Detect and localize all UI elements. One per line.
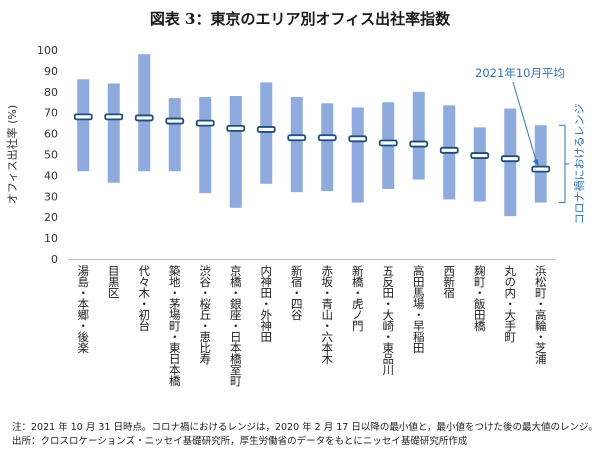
x-tick-label: 赤坂・青山・六本木: [320, 265, 334, 365]
average-marker: [439, 146, 459, 154]
range-bar: [138, 54, 151, 172]
x-tick-label: 京橋・銀座・日本橋室町: [229, 264, 243, 386]
range-bar: [260, 82, 273, 184]
range-bar: [77, 79, 90, 172]
x-tick-label: 高田馬場・早稲田: [412, 264, 426, 353]
y-tick-label: 90: [44, 65, 58, 78]
x-tick-label: 築地・茅場町・東日本橋: [168, 264, 182, 387]
y-tick-label: 50: [44, 149, 58, 162]
average-marker: [287, 134, 307, 142]
y-tick-label: 10: [44, 232, 58, 245]
average-marker: [195, 119, 215, 127]
x-tick-label: 新宿・四谷: [290, 264, 304, 321]
average-marker: [500, 155, 520, 163]
y-tick-label: 100: [37, 44, 58, 57]
average-annotation-arrowhead: [532, 159, 539, 167]
average-marker: [73, 113, 93, 121]
average-marker: [470, 152, 490, 159]
x-tick-label: 西新宿: [442, 265, 456, 298]
range-bar: [504, 108, 517, 217]
y-tick-label: 20: [44, 211, 58, 224]
range-bar: [321, 103, 334, 192]
average-marker: [134, 114, 154, 122]
average-marker: [256, 126, 276, 133]
x-tick-label: 五反田・大崎・東品川: [381, 265, 395, 375]
average-marker: [317, 134, 337, 142]
range-bar: [290, 97, 303, 193]
y-tick-label: 70: [44, 107, 58, 120]
average-marker: [165, 117, 185, 125]
x-tick-label: 湯島・本郷・後楽: [76, 265, 90, 354]
x-tick-label: 内神田・外神田: [259, 264, 273, 342]
average-annotation: 2021年10月平均: [475, 66, 565, 80]
y-tick-label: 80: [44, 86, 58, 99]
y-tick-label: 30: [44, 190, 58, 203]
range-bar: [168, 98, 181, 172]
x-tick-label: 丸の内・大手町: [503, 265, 517, 342]
average-annotation-arrow: [512, 81, 538, 164]
y-tick-label: 0: [51, 253, 58, 266]
average-marker: [531, 165, 551, 173]
chart-title: 図表 3：東京のエリア別オフィス出社率指数: [149, 10, 451, 28]
x-tick-label: 代々木・初台: [137, 265, 151, 331]
range-bar: [351, 107, 364, 203]
range-bar: [534, 125, 547, 203]
x-tick-label: 浜松町・高輪・芝浦: [534, 265, 548, 365]
average-marker: [348, 135, 368, 143]
x-tick-label: 新橋・虎ノ門: [351, 264, 365, 332]
x-tick-label: 渋谷・桜丘・恵比寿: [198, 265, 212, 364]
range-bar: [229, 95, 242, 208]
footnote: 注：2021 年 10 月 31 日時点。コロナ禍におけるレンジは，2020 年…: [12, 422, 598, 433]
average-marker: [226, 124, 246, 132]
range-bar: [107, 83, 120, 183]
y-tick-label: 40: [44, 169, 58, 182]
range-annotation: コロナ禍におけるレンジ: [572, 103, 586, 224]
source-note: 出所：クロスロケーションズ・ニッセイ基礎研究所，厚生労働省のデータをもとにニッセ…: [12, 436, 468, 447]
x-tick-label: 麹町・飯田橋: [473, 264, 487, 332]
average-marker: [104, 113, 124, 121]
y-tick-label: 60: [44, 128, 58, 141]
y-axis-label: オフィス出社率 (%): [5, 105, 19, 204]
range-bar: [199, 97, 212, 194]
x-tick-label: 目黒区: [107, 265, 121, 298]
range-bar: [412, 91, 425, 180]
range-bar: [473, 127, 486, 202]
average-marker: [409, 140, 429, 148]
average-marker: [378, 139, 398, 147]
